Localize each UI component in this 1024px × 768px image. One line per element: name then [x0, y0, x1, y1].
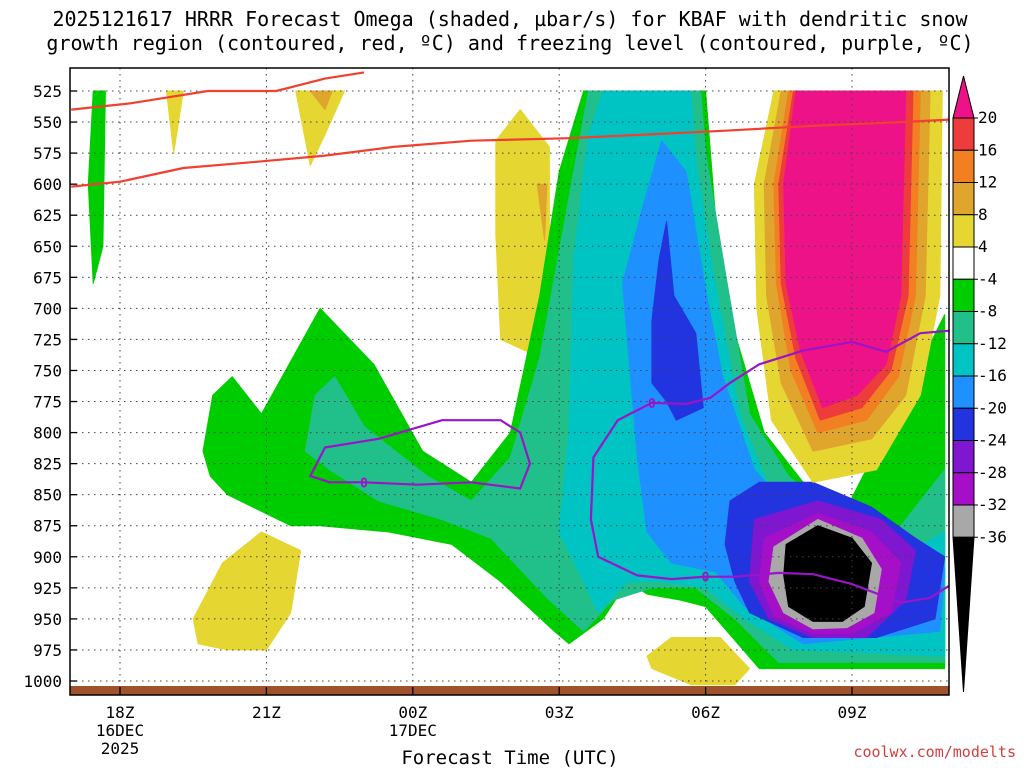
x-date-label-18Z: 16DEC	[96, 721, 144, 740]
terrain-strip	[70, 686, 949, 695]
x-tick-label-21Z: 21Z	[252, 703, 281, 722]
colorbar-bin-0	[952, 117, 975, 151]
colorbar-bin-2	[952, 182, 975, 216]
freezing-contour-1	[589, 401, 949, 604]
colorbar-bin-3	[952, 214, 975, 248]
plot-frame	[69, 67, 950, 696]
omega-region-20	[783, 90, 907, 409]
colorbar-bin-7	[952, 343, 975, 377]
omega-region-5	[536, 183, 548, 241]
y-tick-label-750: 750	[33, 361, 62, 380]
freezing-contour-label-1: 0	[648, 397, 656, 412]
grid-lines	[70, 68, 949, 695]
y-tick-label-975: 975	[33, 641, 62, 660]
freezing-level-contours: 0 0 0	[309, 329, 949, 604]
colorbar-label-11: -28	[978, 463, 1007, 482]
y-tick-label-950: 950	[33, 610, 62, 629]
credit-text: coolwx.com/modelts	[853, 743, 1016, 761]
y-tick-label-700: 700	[33, 299, 62, 318]
y-tick-label-575: 575	[33, 144, 62, 163]
dgz-contour-0	[71, 71, 365, 111]
colorbar-bin-12	[952, 504, 975, 538]
colorbar-bin-10	[952, 440, 975, 474]
colorbar-label-9: -20	[978, 398, 1007, 417]
chart-title-line1: 2025121617 HRRR Forecast Omega (shaded, …	[52, 7, 968, 31]
y-tick-label-625: 625	[33, 206, 62, 225]
x-date-label-00Z: 17DEC	[389, 721, 437, 740]
omega-region-22	[646, 637, 750, 686]
colorbar-label-8: -16	[978, 366, 1007, 385]
colorbar-label-7: -12	[978, 334, 1007, 353]
omega-region-15	[783, 525, 872, 622]
y-tick-label-925: 925	[33, 579, 62, 598]
freezing-contour-label-2: 0	[702, 571, 710, 586]
colorbar-bin-9	[952, 407, 975, 441]
freezing-contour-2	[651, 329, 949, 406]
colorbar-label-13: -36	[978, 527, 1007, 546]
dgz-contour-1	[71, 118, 949, 188]
plot-area: 0 0 0	[70, 68, 949, 695]
colorbar-label-2: 12	[978, 173, 997, 192]
y-tick-label-1000: 1000	[23, 672, 62, 691]
y-tick-label-825: 825	[33, 455, 62, 474]
y-tick-label-850: 850	[33, 486, 62, 505]
freezing-contour-0	[309, 419, 532, 490]
colorbar: 20 16 12 8 4 -4 -8 -12 -16 -20 -24 -28 -32 -36	[952, 75, 1007, 693]
colorbar-label-10: -24	[978, 431, 1007, 450]
omega-region-21	[192, 531, 302, 651]
y-axis: 525 550 575 600 625 650 675 700 725 750 775 800 825 8…	[23, 82, 77, 691]
colorbar-label-4: 4	[978, 237, 988, 256]
x-tick-label-03Z: 03Z	[545, 703, 574, 722]
freezing-contour-label-0: 0	[360, 476, 368, 491]
y-tick-label-600: 600	[33, 175, 62, 194]
y-tick-label-900: 900	[33, 548, 62, 567]
y-tick-label-675: 675	[33, 268, 62, 287]
dendritic-growth-contours	[71, 71, 949, 188]
colorbar-bottom-arrow	[952, 536, 975, 693]
x-tick-label-06Z: 06Z	[691, 703, 720, 722]
colorbar-bin-8	[952, 375, 975, 409]
y-tick-label-875: 875	[33, 517, 62, 536]
x-tick-label-18Z: 18Z	[106, 703, 135, 722]
y-tick-label-525: 525	[33, 82, 62, 101]
colorbar-bin-11	[952, 472, 975, 506]
x-axis-label: Forecast Time (UTC)	[401, 747, 618, 768]
y-tick-label-725: 725	[33, 330, 62, 349]
colorbar-label-0: 20	[978, 108, 997, 127]
y-tick-label-650: 650	[33, 237, 62, 256]
x-tick-label-09Z: 09Z	[838, 703, 867, 722]
colorbar-top-arrow	[952, 75, 975, 119]
colorbar-label-5: -4	[978, 269, 997, 288]
colorbar-label-3: 8	[978, 205, 988, 224]
y-tick-label-800: 800	[33, 424, 62, 443]
colorbar-bin-5	[952, 278, 975, 312]
colorbar-label-12: -32	[978, 495, 1007, 514]
omega-region-0	[87, 90, 106, 284]
x-tick-label-00Z: 00Z	[398, 703, 427, 722]
y-tick-label-550: 550	[33, 113, 62, 132]
colorbar-bin-4	[952, 246, 975, 280]
omega-region-3	[309, 90, 333, 111]
colorbar-label-6: -8	[978, 302, 997, 321]
omega-shading	[87, 90, 946, 686]
chart-title-line2: growth region (contoured, red, ºC) and f…	[46, 31, 973, 55]
colorbar-bin-6	[952, 311, 975, 345]
colorbar-label-1: 16	[978, 140, 997, 159]
colorbar-bin-1	[952, 149, 975, 183]
y-tick-label-775: 775	[33, 393, 62, 412]
x-year-label-18Z: 2025	[101, 739, 140, 758]
